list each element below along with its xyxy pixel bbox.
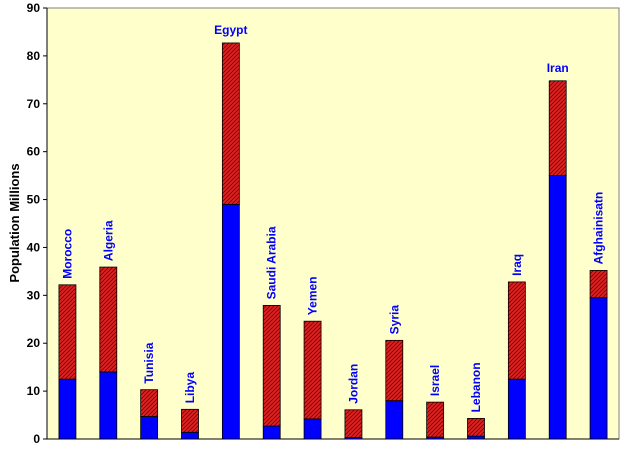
bar-upper-segment bbox=[589, 270, 608, 299]
bar-upper-segment bbox=[426, 401, 445, 438]
bar-upper-segment bbox=[507, 281, 526, 380]
y-tick-label: 60 bbox=[27, 145, 41, 159]
bar-category-label: Afghainisatn bbox=[592, 192, 606, 265]
bar-category-label: Algeria bbox=[101, 220, 115, 261]
plot-area bbox=[46, 7, 620, 440]
bar-lower-segment bbox=[140, 416, 159, 440]
bars-group bbox=[58, 42, 608, 440]
bar-category-label: Morocco bbox=[60, 229, 74, 279]
bar-upper-segment bbox=[262, 304, 281, 427]
y-tick-label: 30 bbox=[27, 288, 41, 302]
bar-upper-segment bbox=[99, 266, 118, 373]
bar-category-label: Iraq bbox=[510, 254, 524, 276]
bar-category-label: Libya bbox=[183, 372, 197, 404]
y-tick-label: 70 bbox=[27, 97, 41, 111]
bar-category-label: Egypt bbox=[214, 23, 247, 37]
bar-upper-segment bbox=[58, 284, 77, 380]
bar-upper-segment bbox=[221, 42, 240, 205]
bar-category-label: Israel bbox=[428, 365, 442, 396]
bar-upper-segment bbox=[385, 339, 404, 402]
bar-upper-segment bbox=[181, 408, 199, 433]
bar-category-label: Yemen bbox=[306, 276, 320, 315]
bar-labels-group: Morocco Algeria Tunisia Libya Egypt Saudi Ara… bbox=[60, 23, 605, 412]
y-tick-label: 0 bbox=[33, 432, 40, 446]
bar-upper-segment bbox=[467, 418, 485, 437]
bar-upper-segment bbox=[548, 80, 567, 177]
y-tick-label: 80 bbox=[27, 49, 41, 63]
bar-upper-segment bbox=[344, 409, 363, 438]
bar-upper-segment bbox=[140, 389, 159, 417]
y-tick-label: 20 bbox=[27, 336, 41, 350]
bar-upper-segment bbox=[303, 320, 322, 420]
y-tick-label: 90 bbox=[27, 1, 41, 15]
bar-category-label: Jordan bbox=[346, 364, 360, 404]
bar-lower-segment bbox=[181, 431, 199, 440]
bar-lower-segment bbox=[221, 203, 240, 440]
y-tick-label: 50 bbox=[27, 193, 41, 207]
bar-lower-segment bbox=[589, 297, 608, 440]
bar-lower-segment bbox=[303, 418, 322, 440]
y-axis-title: Population Millions bbox=[7, 163, 22, 282]
bar-lower-segment bbox=[467, 435, 485, 440]
y-tick-label: 40 bbox=[27, 240, 41, 254]
bar-category-label: Lebanon bbox=[469, 362, 483, 412]
bar-category-label: Syria bbox=[387, 305, 401, 335]
bar-lower-segment bbox=[385, 400, 404, 440]
bar-lower-segment bbox=[262, 425, 281, 440]
bar-category-label: Iran bbox=[547, 61, 569, 75]
y-tick-label: 10 bbox=[27, 384, 41, 398]
bar-category-label: Tunisia bbox=[142, 342, 156, 383]
bar-lower-segment bbox=[99, 371, 118, 440]
bar-category-label: Saudi Arabia bbox=[265, 226, 279, 299]
bar-lower-segment bbox=[507, 378, 526, 440]
bar-lower-segment bbox=[548, 175, 567, 440]
bar-lower-segment bbox=[58, 378, 77, 440]
